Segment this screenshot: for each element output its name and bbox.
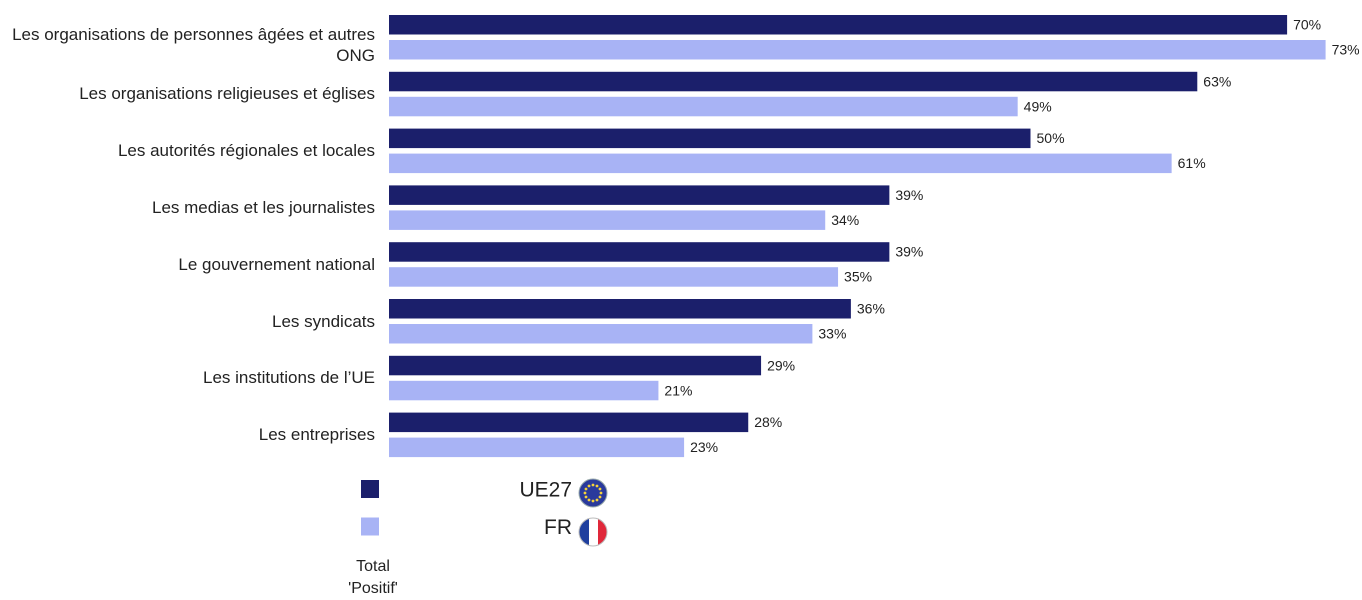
- category-label: Le gouvernement national: [178, 254, 375, 274]
- bar: [389, 242, 890, 262]
- value-label: 33%: [818, 325, 846, 341]
- value-label: 21%: [664, 382, 692, 398]
- bar: [389, 267, 839, 287]
- category-label: Les institutions de l’UE: [203, 368, 375, 388]
- value-label: 36%: [857, 300, 885, 316]
- value-label: 39%: [895, 187, 923, 203]
- bar: [389, 299, 851, 319]
- value-label: 39%: [895, 244, 923, 260]
- value-label: 49%: [1024, 98, 1052, 114]
- value-label: 63%: [1203, 73, 1231, 89]
- fr-flag-border: [578, 517, 608, 547]
- value-label: 34%: [831, 212, 859, 228]
- bar: [389, 437, 685, 458]
- bar: [389, 71, 1198, 92]
- value-label: 23%: [690, 439, 718, 455]
- bar: [389, 324, 813, 344]
- bar: [389, 412, 749, 433]
- category-label: Les autorités régionales et locales: [117, 141, 375, 161]
- legend-label: FR: [544, 516, 572, 539]
- category-label: Les medias et les journalistes: [151, 197, 375, 217]
- eu-flag: [578, 478, 608, 508]
- value-label: 28%: [754, 414, 782, 430]
- value-label: 29%: [767, 357, 795, 373]
- category-label: Les organisations de personnes âgées et …: [12, 25, 375, 65]
- fr-flag: [579, 518, 607, 546]
- value-label: 35%: [844, 269, 872, 285]
- value-label: 73%: [1332, 41, 1360, 57]
- bar: [389, 40, 1326, 60]
- bar: [389, 355, 762, 376]
- category-label: Les entreprises: [258, 425, 375, 445]
- category-label: Les syndicats: [272, 311, 375, 331]
- bar: [389, 210, 826, 230]
- legend-label: UE27: [519, 479, 572, 502]
- legend-swatch: [361, 480, 379, 498]
- bar: [389, 380, 659, 401]
- category-label: Les organisations religieuses et églises: [79, 84, 375, 104]
- value-label: 61%: [1178, 155, 1206, 171]
- legend-swatch: [361, 517, 379, 536]
- bar: [389, 185, 890, 205]
- bar: [389, 15, 1288, 35]
- bar: [389, 128, 1031, 149]
- value-label: 50%: [1037, 130, 1065, 146]
- bar: [389, 96, 1018, 117]
- value-label: 70%: [1293, 16, 1321, 32]
- legend-title: Total 'Positif': [348, 558, 398, 597]
- bar: [389, 153, 1172, 174]
